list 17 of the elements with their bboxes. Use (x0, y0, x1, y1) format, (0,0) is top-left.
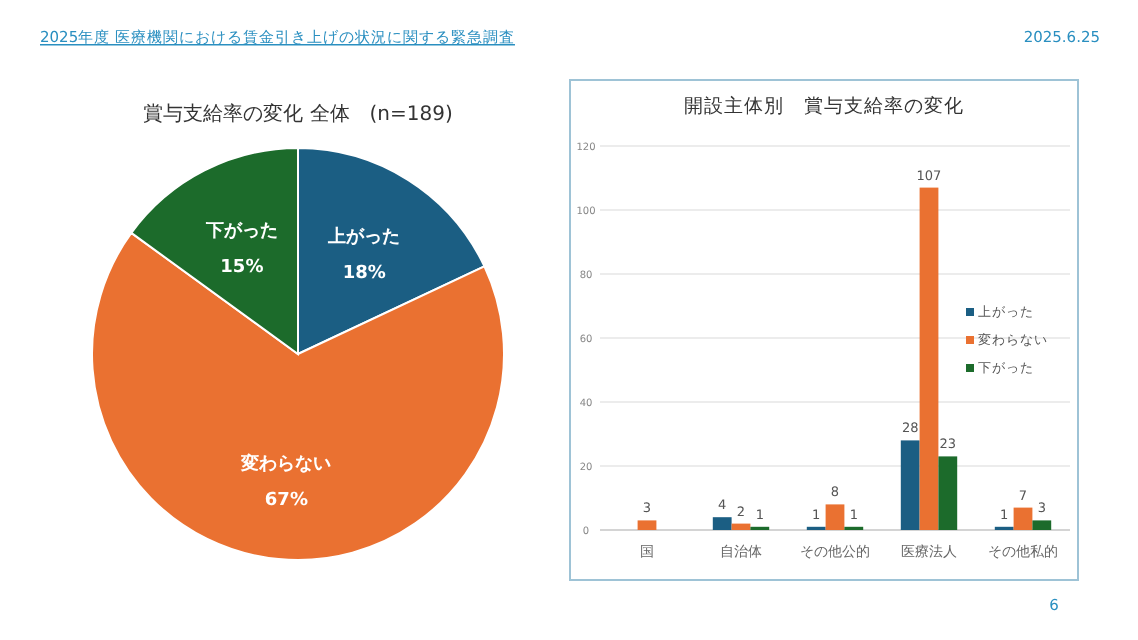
bar (712, 517, 732, 530)
chart-title: 賞与支給率の変化 全体 (n=189) (143, 102, 453, 126)
bar (825, 504, 845, 530)
slice-label: 上がった (326, 225, 401, 248)
data-label: 15% (220, 257, 264, 278)
bar (637, 520, 657, 530)
data-label: 18% (342, 263, 386, 284)
slice-label: 下がった (203, 219, 278, 242)
slice-label: 変わらない (239, 453, 332, 476)
bar (731, 523, 751, 530)
bar (938, 456, 958, 530)
bar (1032, 520, 1052, 530)
bar (1013, 507, 1033, 530)
data-label: 67% (264, 491, 308, 512)
bar (900, 440, 920, 530)
bar (919, 187, 939, 530)
chart-title: 開設主体別 賞与支給率の変化 (684, 94, 964, 118)
